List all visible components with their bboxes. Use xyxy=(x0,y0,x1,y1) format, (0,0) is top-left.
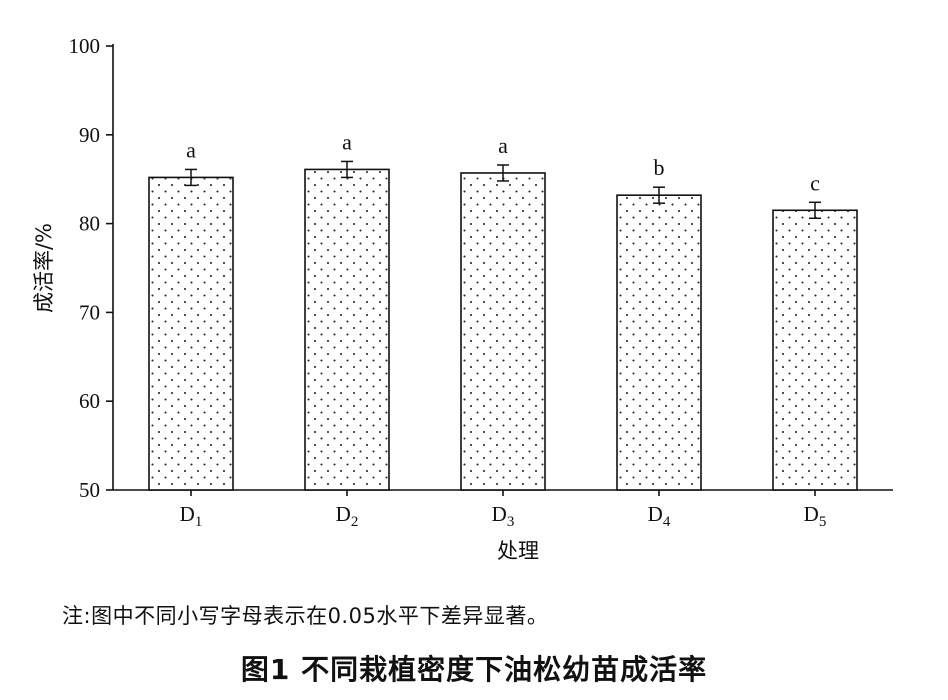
x-tick-label: D3 xyxy=(492,502,515,530)
x-tick-label: D5 xyxy=(804,502,827,530)
x-tick-label: D4 xyxy=(648,502,671,530)
significance-label: a xyxy=(342,129,352,154)
error-bar xyxy=(497,164,509,182)
error-bar xyxy=(185,168,197,187)
y-tick-label: 100 xyxy=(69,34,101,58)
significance-label: b xyxy=(654,155,665,180)
bar xyxy=(460,172,546,491)
figure-caption: 图1 不同栽植密度下油松幼苗成活率 xyxy=(240,653,708,686)
y-tick-label: 80 xyxy=(79,212,100,236)
error-bar xyxy=(653,186,665,204)
error-bar xyxy=(809,201,821,220)
bar xyxy=(616,194,702,491)
y-tick-label: 90 xyxy=(79,123,100,147)
bar-chart: 50 60 70 80 90 100 D1 D2 D3 D4 D5 a a a b c 成活率/% 处理 xyxy=(32,34,893,563)
y-tick-label: 70 xyxy=(79,300,100,324)
bar xyxy=(772,209,858,491)
bar xyxy=(304,168,390,491)
y-tick-label: 60 xyxy=(79,389,100,413)
x-axis-title: 处理 xyxy=(497,539,539,563)
significance-label: c xyxy=(810,170,820,195)
error-bar xyxy=(341,160,353,179)
bar xyxy=(148,176,234,491)
significance-label: a xyxy=(498,133,508,158)
bars: a a a b c xyxy=(148,129,858,491)
x-axis: D1 D2 D3 D4 D5 xyxy=(113,489,893,530)
x-tick-label: D2 xyxy=(336,502,359,530)
significance-label: a xyxy=(186,137,196,162)
figure-note: 注:图中不同小写字母表示在0.05水平下差异显著。 xyxy=(62,604,549,628)
x-tick-label: D1 xyxy=(180,502,203,530)
y-axis: 50 60 70 80 90 100 xyxy=(69,34,114,502)
y-axis-title: 成活率/% xyxy=(32,223,56,313)
y-tick-label: 50 xyxy=(79,478,100,502)
